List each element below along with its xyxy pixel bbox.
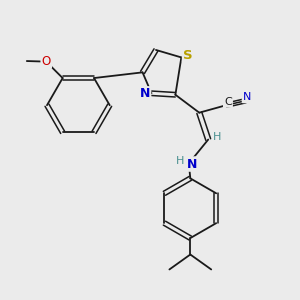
Text: H: H: [176, 156, 184, 166]
Text: C: C: [224, 97, 232, 106]
Text: O: O: [42, 55, 51, 68]
Text: H: H: [213, 132, 221, 142]
Text: N: N: [187, 158, 197, 170]
Text: S: S: [183, 49, 193, 62]
Text: N: N: [140, 87, 150, 101]
Text: N: N: [243, 92, 251, 102]
